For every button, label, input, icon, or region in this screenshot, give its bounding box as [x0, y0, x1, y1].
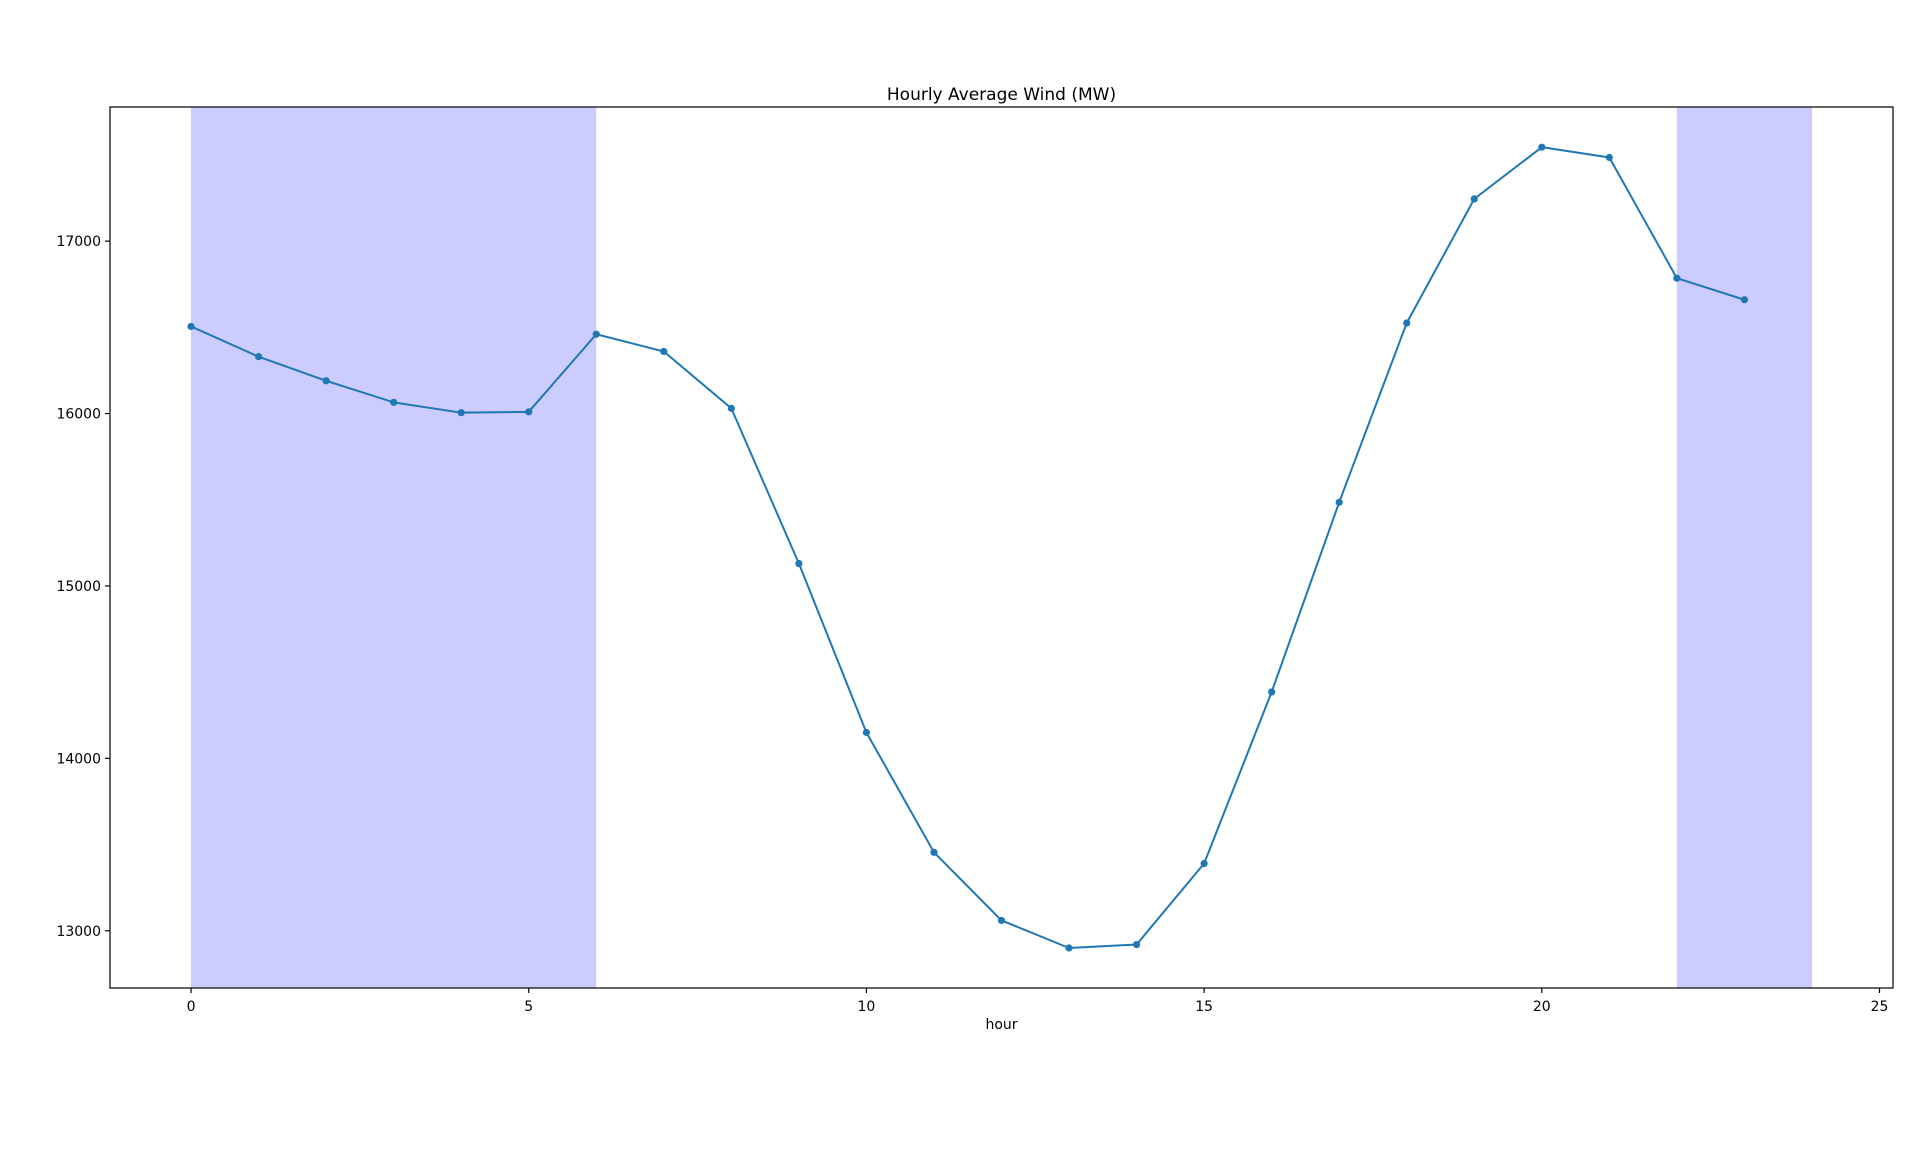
data-point-marker [390, 398, 398, 406]
x-axis: 0 5 10 15 20 25 [187, 988, 1889, 1015]
x-tick-label: 10 [858, 999, 876, 1015]
data-point-marker [1538, 143, 1546, 151]
data-point-marker [1200, 859, 1208, 868]
data-point-marker [660, 347, 668, 356]
x-tick-label: 20 [1533, 999, 1551, 1015]
data-point-marker [1268, 688, 1276, 696]
data-point-marker [1065, 944, 1073, 952]
data-point-marker [930, 848, 938, 856]
x-tick-label: 0 [187, 999, 196, 1015]
data-point-marker [322, 377, 330, 385]
data-point-marker [457, 409, 465, 417]
data-point-marker [997, 916, 1006, 925]
y-tick-label: 15000 [56, 579, 101, 595]
data-point-marker [1470, 195, 1478, 203]
data-point-marker [862, 728, 871, 737]
y-tick-label: 13000 [56, 924, 101, 940]
data-point-marker [592, 330, 600, 338]
x-tick-label: 5 [524, 999, 533, 1015]
x-tick-label: 15 [1195, 999, 1213, 1015]
y-tick-label: 16000 [56, 407, 101, 423]
shaded-band [1676, 107, 1812, 988]
data-series [187, 143, 1749, 952]
data-point-marker [254, 353, 263, 361]
data-point-marker [795, 559, 803, 568]
data-point-marker [1403, 319, 1411, 327]
data-point-marker [1335, 498, 1343, 506]
chart-title: Hourly Average Wind (MW) [887, 85, 1116, 105]
data-point-marker [1673, 274, 1681, 282]
data-point-marker [1605, 153, 1613, 162]
x-axis-label: hour [985, 1017, 1017, 1033]
data-point-marker [525, 408, 533, 416]
data-point-marker [1132, 940, 1141, 949]
y-tick-label: 14000 [56, 751, 101, 767]
data-point-marker [1740, 296, 1749, 304]
shaded-bands-group [191, 107, 1812, 988]
data-point-marker [187, 322, 195, 331]
shaded-band [191, 107, 597, 988]
y-tick-label: 17000 [56, 234, 101, 250]
y-axis: 13000 14000 15000 16000 17000 [56, 234, 110, 940]
plot-border [109, 106, 1894, 989]
x-tick-label: 25 [1871, 999, 1889, 1015]
series-line [190, 146, 1746, 950]
data-point-marker [727, 404, 735, 412]
